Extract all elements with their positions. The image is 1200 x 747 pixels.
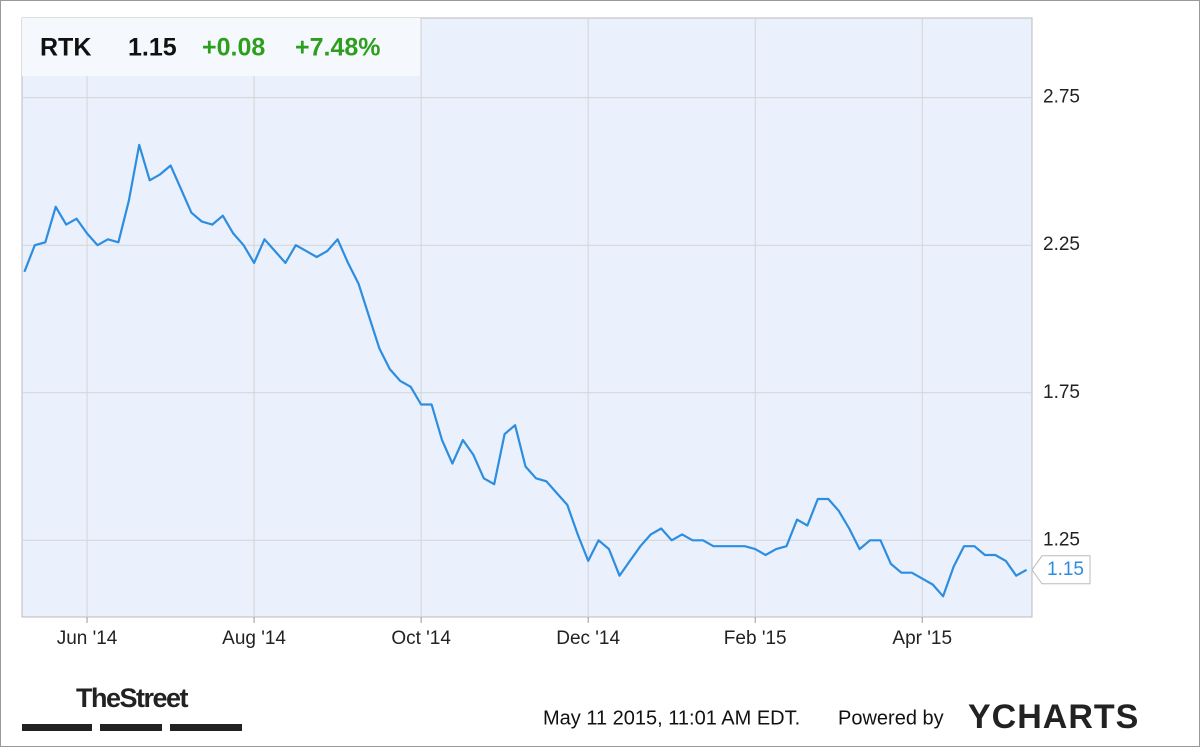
change: +0.08	[202, 34, 265, 62]
x-tick-label: Jun '14	[57, 628, 118, 649]
x-tick-label: Dec '14	[556, 628, 620, 649]
y-tick-label: 2.25	[1043, 234, 1080, 255]
y-tick-label: 2.75	[1043, 87, 1080, 108]
plot-area	[21, 17, 1033, 618]
x-tick-label: Oct '14	[391, 628, 451, 649]
y-tick-label: 1.25	[1043, 529, 1080, 550]
ticker: RTK	[40, 34, 91, 62]
header-box	[22, 18, 420, 76]
last-value-label: 1.15	[1047, 559, 1084, 580]
source-logo: TheStreet	[76, 683, 189, 713]
price: 1.15	[128, 34, 177, 62]
logo-bar	[170, 724, 242, 731]
timestamp: May 11 2015, 11:01 AM EDT.	[543, 707, 800, 729]
brand-logo: YCHARTS	[968, 698, 1139, 736]
x-tick-label: Feb '15	[724, 628, 787, 649]
logo-bar	[22, 724, 92, 731]
x-tick-label: Apr '15	[892, 628, 952, 649]
x-tick-label: Aug '14	[222, 628, 286, 649]
change-percent: +7.48%	[295, 34, 381, 62]
logo-bar	[100, 724, 162, 731]
last-value-tag	[1031, 555, 1091, 585]
y-tick-label: 1.75	[1043, 382, 1080, 403]
powered-by: Powered by	[838, 707, 944, 729]
price-line	[23, 143, 1028, 598]
